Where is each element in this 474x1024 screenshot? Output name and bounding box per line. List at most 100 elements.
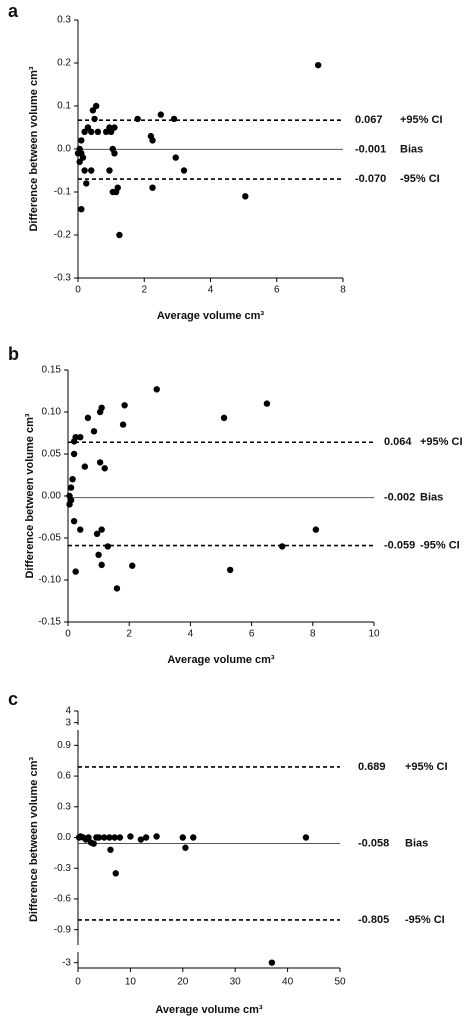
point (113, 585, 121, 592)
reference-name: -95% CI (400, 173, 440, 185)
x-tick-label: 8 (340, 285, 346, 296)
point (96, 408, 104, 416)
point (220, 414, 228, 422)
reference-value: -0.805 (358, 914, 389, 926)
point (114, 184, 121, 191)
reference-value: -0.001 (355, 143, 386, 155)
y-tick-label: 0.10 (42, 407, 62, 418)
point (98, 526, 105, 533)
y-axis-title: Difference between volume cm³ (28, 757, 40, 922)
point (70, 450, 78, 458)
panel-letter: c (8, 689, 18, 709)
reference-name: -95% CI (420, 539, 460, 551)
point (314, 61, 322, 69)
point (182, 844, 189, 851)
point (69, 476, 76, 483)
point (93, 530, 101, 537)
point (104, 543, 111, 550)
x-tick-label: 0 (75, 285, 81, 296)
point (70, 438, 78, 445)
reference-value: -0.059 (384, 539, 415, 551)
reference-value: -0.058 (358, 837, 389, 849)
point (74, 150, 82, 157)
y-tick-label: 0.1 (57, 101, 71, 112)
x-tick-label: 0 (65, 629, 71, 640)
point (90, 428, 98, 435)
y-tick-label: -0.3 (54, 863, 72, 874)
reference-name: +95% CI (420, 436, 463, 448)
point (106, 167, 113, 174)
reference-value: 0.689 (358, 761, 386, 773)
point (137, 836, 145, 843)
point (142, 834, 150, 841)
point (67, 484, 75, 491)
point (101, 834, 108, 841)
y-tick-label: -0.3 (54, 273, 72, 284)
point (101, 465, 108, 472)
point (268, 959, 276, 966)
x-tick-label: 30 (230, 977, 242, 988)
x-tick-label: 4 (188, 629, 194, 640)
x-tick-label: 50 (334, 977, 346, 988)
y-tick-label: 0.05 (42, 449, 62, 460)
point (81, 128, 88, 135)
point (81, 167, 88, 174)
y-tick-label: -3 (62, 957, 71, 968)
point (111, 150, 118, 157)
point (78, 137, 85, 144)
y-tick-label: 0.3 (57, 15, 71, 26)
y-tick-label: 4 (65, 706, 71, 717)
point (180, 167, 188, 174)
x-axis-title: Average volume cm³ (157, 310, 265, 322)
x-tick-label: 40 (282, 977, 294, 988)
y-tick-label: 0.00 (42, 491, 62, 502)
point (94, 128, 102, 135)
y-tick-label: 0.6 (57, 771, 71, 782)
point (90, 840, 97, 847)
x-tick-label: 20 (177, 977, 189, 988)
reference-name: Bias (420, 492, 443, 504)
x-tick-label: 4 (208, 285, 214, 296)
point (89, 107, 97, 114)
reference-value: 0.064 (384, 436, 412, 448)
y-tick-label: 3 (65, 717, 71, 728)
point (72, 568, 79, 575)
y-tick-label: -0.9 (54, 924, 72, 935)
point (95, 834, 103, 841)
point (95, 551, 102, 558)
y-tick-label: 0.0 (57, 832, 71, 843)
x-tick-label: 2 (141, 285, 147, 296)
y-axis-title: Difference between volume cm³ (24, 413, 36, 578)
point (111, 124, 118, 131)
point (190, 834, 197, 841)
panel-letter: b (8, 344, 19, 364)
y-tick-label: -0.15 (38, 617, 61, 628)
x-tick-label: 10 (368, 629, 380, 640)
point (149, 184, 156, 191)
point (116, 231, 123, 239)
point (66, 501, 73, 508)
point (129, 562, 136, 569)
reference-name: -95% CI (405, 914, 445, 926)
y-tick-label: 0.0 (57, 144, 71, 155)
y-tick-label: -0.6 (54, 894, 72, 905)
point (279, 543, 286, 550)
point (85, 834, 92, 841)
panel-letter: a (8, 1, 19, 21)
y-tick-label: -0.10 (38, 575, 61, 586)
point (78, 206, 85, 213)
point (226, 566, 234, 574)
y-tick-label: 0.2 (57, 58, 71, 69)
point (81, 463, 89, 470)
point (106, 834, 113, 841)
point (98, 561, 105, 569)
x-tick-label: 8 (310, 629, 316, 640)
point (157, 111, 165, 118)
point (170, 115, 178, 123)
point (127, 833, 134, 840)
point (149, 137, 156, 144)
y-tick-label: 0.9 (57, 740, 71, 751)
point (263, 400, 271, 407)
point (242, 193, 249, 200)
